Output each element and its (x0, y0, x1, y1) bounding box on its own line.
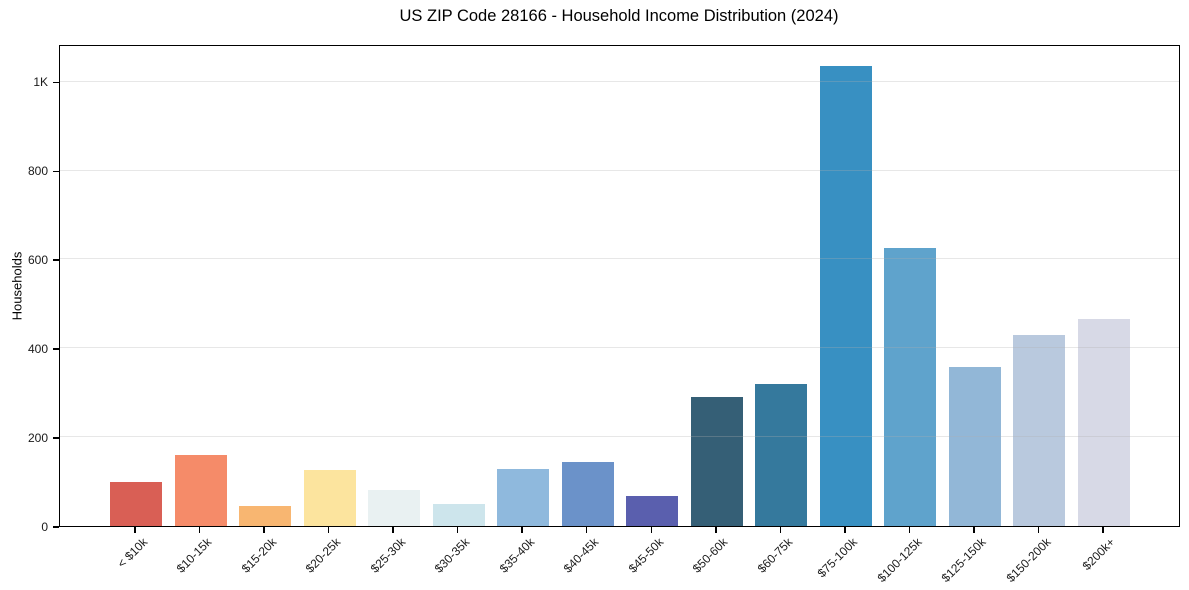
x-tick-mark (263, 527, 265, 533)
bar-$125-150k (948, 366, 1001, 526)
y-tick-mark (53, 437, 59, 439)
x-tick-label: $200k+ (1079, 535, 1118, 573)
x-tick-label: $35-40k (496, 535, 538, 576)
x-tick-mark (456, 527, 459, 533)
bar-$40-45k (561, 462, 614, 526)
x-tick-mark (134, 527, 136, 533)
x-tick-mark (650, 527, 653, 533)
gridline-800 (60, 169, 1179, 171)
x-tick-mark (1102, 527, 1104, 533)
bar-$25-30k (368, 490, 421, 526)
gridline-1K (60, 80, 1179, 82)
x-tick-mark (198, 527, 201, 533)
x-tick-label: $45-50k (625, 535, 667, 576)
bar-$15-20k (239, 506, 292, 526)
y-tick-mark (53, 81, 59, 84)
bar-$20-25k (303, 470, 356, 526)
bar-$100-125k (884, 248, 937, 526)
x-tick-label: $100-125k (874, 535, 925, 586)
x-tick-label: $40-45k (561, 535, 602, 576)
x-tick-mark (908, 527, 911, 533)
x-tick-label: $20-25k (302, 535, 344, 576)
gridline-600 (60, 258, 1179, 260)
x-tick-label: $150-200k (1003, 535, 1054, 586)
x-tick-mark (1037, 527, 1040, 533)
bar-$60-75k (755, 383, 808, 526)
bar-$45-50k (626, 495, 679, 526)
plot-area (59, 45, 1180, 527)
x-tick-mark (392, 527, 394, 533)
gridline-400 (60, 347, 1179, 349)
y-tick-label: 800 (27, 164, 48, 179)
x-tick-label: < $10k (114, 535, 150, 571)
x-tick-label: $50-60k (690, 535, 731, 576)
y-tick-label: 600 (27, 252, 48, 267)
x-tick-label: $75-100k (814, 535, 860, 581)
bar-$30-35k (432, 503, 485, 526)
bar-$150-200k (1013, 334, 1066, 526)
x-tick-label: $30-35k (431, 535, 473, 576)
x-tick-label: $15-20k (238, 535, 279, 576)
x-tick-mark (585, 527, 588, 533)
y-tick-mark (53, 259, 59, 261)
x-tick-label: $10-15k (173, 535, 215, 576)
x-tick-mark (521, 527, 523, 533)
x-tick-mark (779, 527, 782, 533)
y-tick-label: 1K (33, 75, 48, 90)
y-tick-label: 200 (27, 430, 48, 445)
x-tick-label: $125-150k (938, 535, 989, 586)
bar-$75-100k (819, 66, 872, 526)
x-tick-mark (327, 527, 330, 533)
y-tick-label: 0 (41, 519, 48, 534)
chart-title: US ZIP Code 28166 - Household Income Dis… (399, 7, 839, 25)
gridline-200 (60, 436, 1179, 438)
y-tick-label: 400 (27, 341, 48, 356)
x-tick-mark (715, 527, 717, 533)
bar-$50-60k (690, 397, 743, 526)
bar-$35-40k (497, 469, 550, 526)
bar-$200k+ (1078, 319, 1130, 526)
bar-$10-15k (174, 454, 227, 526)
x-tick-mark (844, 527, 846, 533)
bar-< $10k (110, 481, 162, 526)
x-tick-label: $60-75k (754, 535, 796, 576)
x-tick-mark (973, 527, 975, 533)
y-tick-mark (53, 348, 59, 350)
y-tick-mark (53, 170, 59, 173)
y-tick-mark (53, 526, 59, 528)
x-tick-label: $25-30k (367, 535, 409, 576)
